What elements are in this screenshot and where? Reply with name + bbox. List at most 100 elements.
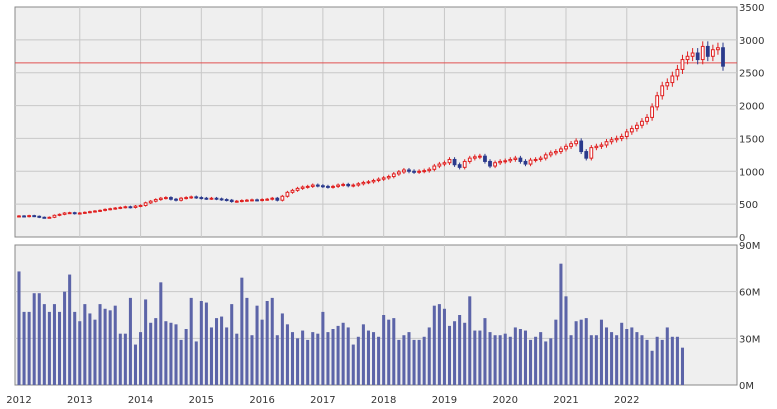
- volume-bar: [417, 339, 421, 385]
- x-tick-label: 2012: [6, 395, 31, 406]
- candle-body: [138, 204, 143, 207]
- candle-body: [584, 151, 589, 159]
- candle-body: [194, 196, 199, 199]
- candle-body: [17, 215, 21, 218]
- price-tick-label: 500: [739, 200, 758, 211]
- price-tick-label: 1000: [739, 167, 764, 178]
- volume-bar: [123, 333, 127, 385]
- candle-body: [528, 159, 533, 165]
- candle-body: [234, 200, 239, 203]
- candle-body: [427, 168, 432, 172]
- candle-body: [665, 82, 670, 87]
- volume-bar: [296, 338, 300, 385]
- volume-bar: [321, 311, 325, 385]
- volume-bar: [280, 313, 284, 385]
- candle-body: [315, 184, 320, 187]
- volume-bar: [63, 291, 67, 385]
- candle-body: [123, 206, 128, 209]
- volume-bar: [220, 316, 224, 385]
- x-tick-label: 2019: [432, 395, 457, 406]
- volume-bar: [544, 341, 548, 385]
- volume-bar: [442, 308, 446, 385]
- candle-body: [381, 177, 386, 180]
- volume-bar: [306, 339, 310, 385]
- candle-body: [366, 181, 371, 184]
- candle-body: [680, 59, 685, 70]
- candle-body: [300, 186, 305, 189]
- volume-bar: [554, 319, 558, 385]
- candle-body: [477, 155, 482, 158]
- volume-bar: [17, 271, 21, 385]
- volume-bar: [463, 322, 467, 385]
- volume-bar: [397, 339, 401, 385]
- candle-body: [675, 68, 680, 77]
- volume-bar: [574, 321, 578, 385]
- x-tick-label: 2013: [67, 395, 92, 406]
- candle-body: [108, 208, 113, 211]
- x-tick-label: 2015: [189, 395, 214, 406]
- volume-bar: [42, 304, 46, 385]
- candle-body: [113, 207, 118, 210]
- x-tick-label: 2014: [128, 395, 153, 406]
- candle-body: [209, 197, 214, 200]
- candle-body: [695, 52, 700, 61]
- candle-body: [624, 131, 629, 137]
- volume-bar: [199, 301, 203, 385]
- volume-bar: [184, 329, 188, 385]
- volume-bar: [275, 335, 279, 385]
- volume-bar: [235, 333, 239, 385]
- candle-body: [290, 189, 295, 193]
- candle-body: [503, 160, 508, 163]
- volume-bar: [194, 341, 198, 385]
- candle-body: [229, 199, 234, 203]
- candle-body: [214, 197, 219, 200]
- candle-body: [341, 183, 346, 186]
- volume-bar: [503, 333, 507, 385]
- candle-body: [148, 200, 153, 204]
- candle-body: [184, 197, 189, 200]
- volume-bar: [311, 332, 315, 385]
- volume-bar: [230, 304, 234, 385]
- candle-body: [72, 212, 77, 215]
- x-tick-label: 2022: [614, 395, 639, 406]
- candle-body: [67, 212, 72, 215]
- volume-bar: [78, 321, 82, 385]
- candle-body: [417, 170, 422, 173]
- candle-body: [153, 199, 158, 202]
- candle-body: [645, 116, 649, 122]
- volume-bar: [88, 313, 92, 385]
- candle-body: [57, 213, 62, 216]
- volume-bar: [57, 311, 62, 385]
- volume-bar: [128, 297, 132, 385]
- x-tick-label: 2018: [371, 395, 396, 406]
- candle-body: [650, 106, 654, 118]
- volume-bar: [169, 322, 173, 385]
- candle-body: [488, 160, 492, 167]
- candle-body: [700, 45, 705, 61]
- candle-body: [629, 128, 634, 133]
- candle-body: [716, 47, 720, 51]
- candle-body: [422, 170, 427, 173]
- candle-body: [295, 187, 300, 191]
- volume-tick-label: 30M: [739, 334, 760, 345]
- candle-body: [472, 156, 477, 159]
- candle-body: [143, 202, 148, 206]
- candle-body: [98, 209, 102, 212]
- volume-bar: [453, 321, 457, 385]
- volume-bar: [422, 336, 426, 385]
- volume-bar: [630, 327, 634, 385]
- volume-bar: [523, 330, 527, 385]
- candle-body: [386, 176, 391, 179]
- volume-bar: [285, 324, 289, 385]
- candle-body: [538, 157, 543, 160]
- volume-bar: [361, 324, 365, 385]
- price-tick-label: 3500: [739, 3, 764, 14]
- volume-bar: [615, 335, 619, 385]
- volume-bar: [569, 335, 573, 385]
- volume-bar: [488, 332, 492, 385]
- volume-tick-label: 60M: [739, 288, 760, 299]
- candle-body: [275, 197, 280, 201]
- candle-body: [710, 49, 715, 57]
- candle-body: [614, 137, 619, 141]
- candle-body: [589, 147, 594, 159]
